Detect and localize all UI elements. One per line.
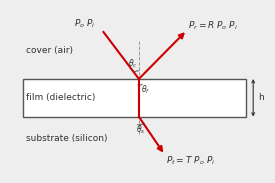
- Text: $\theta_s$: $\theta_s$: [136, 123, 145, 136]
- FancyBboxPatch shape: [23, 79, 246, 117]
- Text: film (dielectric): film (dielectric): [26, 93, 95, 102]
- Text: $\theta_c$: $\theta_c$: [128, 57, 138, 70]
- Text: $\theta_f$: $\theta_f$: [141, 83, 150, 96]
- Text: substrate (silicon): substrate (silicon): [26, 134, 108, 143]
- Text: $P_o\ P_i$: $P_o\ P_i$: [74, 18, 95, 30]
- Text: h: h: [258, 93, 264, 102]
- Text: cover (air): cover (air): [26, 46, 73, 55]
- Text: $P_r = R\ P_o\ P_i$: $P_r = R\ P_o\ P_i$: [188, 20, 238, 32]
- Text: $P_t = T\ P_o\ P_i$: $P_t = T\ P_o\ P_i$: [166, 155, 215, 167]
